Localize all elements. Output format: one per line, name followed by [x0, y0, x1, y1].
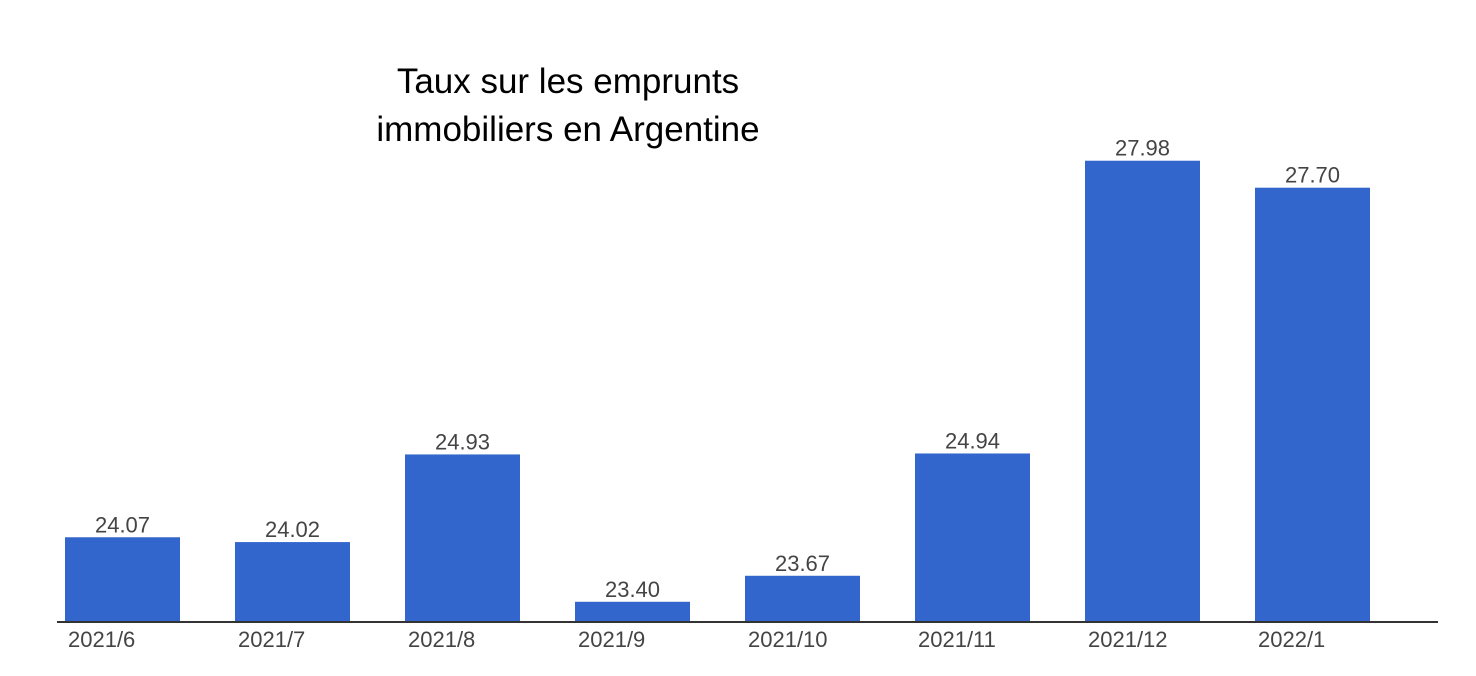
bar-2021/10 — [745, 575, 860, 622]
data-label: 27.98 — [1115, 136, 1170, 161]
data-label: 23.40 — [605, 577, 660, 602]
x-tick-label: 2021/9 — [578, 627, 645, 652]
data-label: 24.93 — [435, 429, 490, 454]
x-tick-label: 2022/1 — [1258, 627, 1325, 652]
x-tick-label: 2021/10 — [748, 627, 828, 652]
bar-2021/7 — [235, 542, 350, 622]
x-tick-label: 2021/8 — [408, 627, 475, 652]
x-tick-label: 2021/12 — [1088, 627, 1168, 652]
chart-title: Taux sur les emprunts immobiliers en Arg… — [268, 58, 868, 154]
bar-2021/6 — [65, 537, 180, 622]
chart-title-line-1: Taux sur les emprunts — [396, 62, 740, 101]
data-label: 24.94 — [945, 428, 1000, 453]
bar-2021/9 — [575, 601, 690, 622]
bar-2021/12 — [1085, 160, 1200, 622]
data-label: 24.07 — [95, 512, 150, 537]
bar-2022/1 — [1255, 187, 1370, 622]
data-label: 23.67 — [775, 551, 830, 576]
x-tick-label: 2021/11 — [918, 627, 996, 652]
x-tick-label: 2021/6 — [68, 627, 135, 652]
labels-group: 24.07 2021/6 24.02 2021/7 24.93 2021/8 23.40 20… — [68, 136, 1340, 652]
bar-2021/8 — [405, 454, 520, 622]
bars-group — [65, 160, 1370, 622]
data-label: 27.70 — [1285, 163, 1340, 188]
data-label: 24.02 — [265, 517, 320, 542]
x-tick-label: 2021/7 — [238, 627, 305, 652]
bar-2021/11 — [915, 453, 1030, 622]
chart-title-line-2: immobiliers en Argentine — [376, 110, 760, 149]
